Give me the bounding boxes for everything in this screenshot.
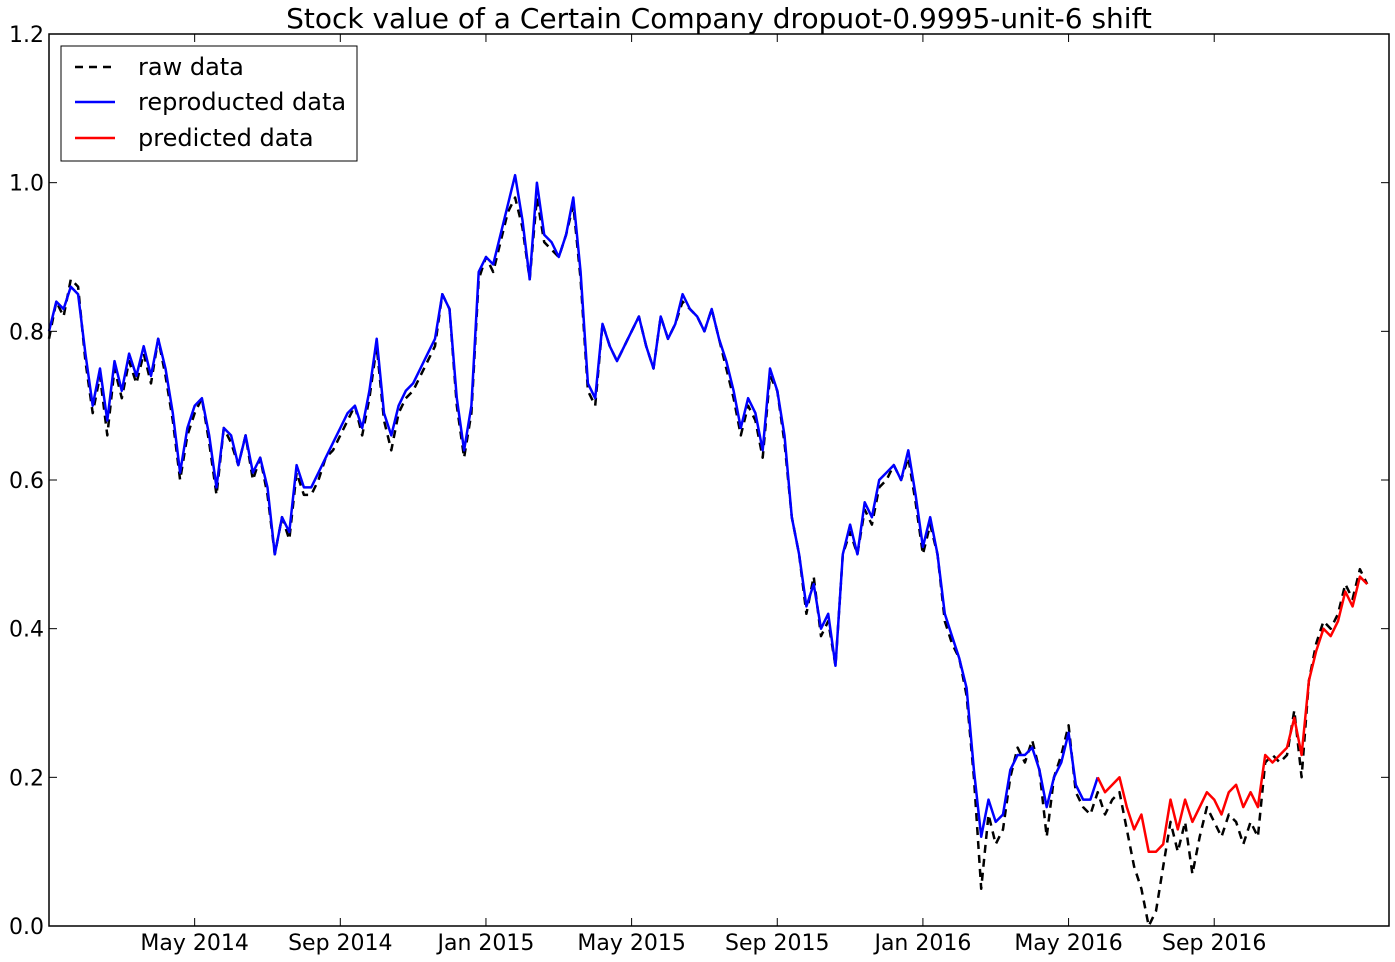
y-tick-label: 0.4 [9,618,44,643]
y-tick-label: 1.2 [9,23,44,48]
series-line-predicted-data [1096,575,1369,853]
y-tick-label: 0.2 [9,766,44,791]
series-line-reproducted-data [47,173,1099,839]
x-tick-label: May 2014 [140,931,248,956]
x-tick-label: May 2015 [577,931,685,956]
y-tick-label: 0.8 [9,320,44,345]
legend: raw data reproducted data predicted data [60,45,358,162]
legend-box [60,45,358,162]
legend-label-predicted-data: predicted data [138,124,314,152]
series-layer [47,173,1369,928]
x-tick-label: Jan 2016 [872,931,971,956]
x-tick-label: Sep 2014 [288,931,392,956]
x-tick-label: Sep 2015 [725,931,829,956]
x-tick-label: Sep 2016 [1162,931,1266,956]
y-tick-label: 1.0 [9,172,44,197]
series-line-raw-data [47,196,1369,928]
ticks-layer: 0.0 0.2 0.4 0.6 0.8 1.0 1.2 May 2014 Sep 2014 Jan… [9,23,1389,956]
x-tick-label: Jan 2015 [436,931,535,956]
y-tick-label: 0.0 [9,915,44,940]
y-tick-label: 0.6 [9,469,44,494]
x-tick-label: May 2016 [1014,931,1122,956]
legend-label-reproducted-data: reproducted data [138,88,346,116]
chart-title: Stock value of a Certain Company dropuot… [286,2,1152,35]
plot-frame [48,33,1390,927]
legend-label-raw-data: raw data [138,53,244,81]
